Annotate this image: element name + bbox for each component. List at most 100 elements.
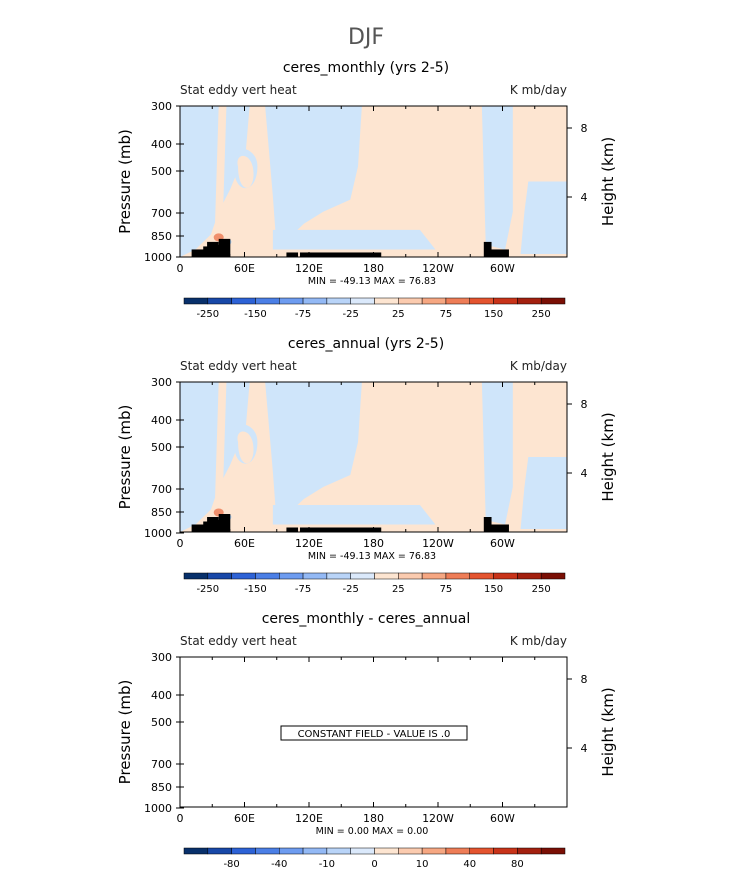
colorbar-swatch <box>493 297 518 305</box>
y-tick-label: 400 <box>151 414 172 427</box>
colorbar-swatch <box>302 572 328 580</box>
field <box>180 106 567 257</box>
colorbar-label: -75 <box>295 309 311 320</box>
topography-block-3 <box>207 517 219 532</box>
x-tick-label: 120W <box>422 812 454 825</box>
y-tick-label: 700 <box>151 207 172 220</box>
y-tick-label: 300 <box>151 100 172 113</box>
y-tick-label: 850 <box>151 781 172 794</box>
y-tick-label: 1000 <box>144 251 172 264</box>
constant-field-box <box>280 725 468 741</box>
topography-block-8 <box>299 252 382 257</box>
field <box>180 382 567 532</box>
colorbar-swatch <box>421 847 447 855</box>
colorbar-swatch <box>279 572 304 580</box>
y-right-tick-label: 8 <box>581 398 588 411</box>
x-tick-label: 60E <box>234 537 255 550</box>
topography-block-9 <box>483 241 492 257</box>
y-tick-label: 1000 <box>144 527 172 540</box>
positive-patch-1 <box>237 431 254 464</box>
colorbar: -80 -40 -10 0 10 40 80 <box>183 847 566 870</box>
x-tick-label: 120W <box>422 537 454 550</box>
colorbar-swatch <box>421 297 447 305</box>
y-right-tick-label: 4 <box>581 742 588 755</box>
x-tick-label: 120E <box>295 812 323 825</box>
panel-subtitle-left: Stat eddy vert heat <box>180 359 297 373</box>
colorbar-swatch <box>469 297 494 305</box>
y-axis-label: Pressure (mb) <box>116 129 134 234</box>
colorbar-label: 0 <box>371 859 377 870</box>
topography-block-5 <box>218 514 231 532</box>
colorbar-label: 250 <box>532 584 551 595</box>
topography-block-9 <box>483 517 492 532</box>
x-tick-label: 180 <box>363 537 384 550</box>
colorbar-label: 80 <box>511 859 524 870</box>
topography-block-8 <box>299 527 382 532</box>
y-tick-label: 850 <box>151 230 172 243</box>
topography-block-5 <box>218 238 231 257</box>
y-right-tick-label: 4 <box>581 191 588 204</box>
colorbar-swatch <box>326 572 351 580</box>
y-tick-label: 500 <box>151 716 172 729</box>
colorbar-swatch <box>540 847 566 855</box>
colorbar-label: -250 <box>196 584 219 595</box>
x-tick-label: 0 <box>177 537 184 550</box>
colorbar-label: 10 <box>416 859 429 870</box>
colorbar-swatch <box>350 847 375 855</box>
colorbar-swatch <box>183 847 209 855</box>
y-axis-label: Pressure (mb) <box>116 680 134 785</box>
y-tick-label: 400 <box>151 689 172 702</box>
negative-region-4 <box>272 229 436 250</box>
x-tick-label: 60W <box>490 262 515 275</box>
colorbar-swatch <box>183 572 209 580</box>
y-tick-label: 500 <box>151 441 172 454</box>
topography-block-1 <box>191 249 211 257</box>
negative-region-6 <box>520 457 567 529</box>
min-max-stats: MIN = 0.00 MAX = 0.00 <box>316 826 429 837</box>
x-tick-label: 0 <box>177 262 184 275</box>
colorbar-swatch <box>493 847 518 855</box>
y-tick-label: 400 <box>151 138 172 151</box>
topography-block-10 <box>489 249 509 257</box>
y-right-axis-label: Height (km) <box>599 412 617 501</box>
colorbar-swatch <box>445 572 470 580</box>
colorbar-swatch <box>374 847 399 855</box>
colorbar-swatch <box>231 847 256 855</box>
colorbar-label: -25 <box>343 309 359 320</box>
y-right-tick-label: 8 <box>581 673 588 686</box>
colorbar-swatch <box>279 847 304 855</box>
colorbar-swatch <box>207 847 232 855</box>
panel-title: ceres_monthly - ceres_annual <box>262 611 471 627</box>
y-tick-label: 500 <box>151 165 172 178</box>
panel-title: ceres_monthly (yrs 2-5) <box>283 60 449 76</box>
y-tick-label: 1000 <box>144 802 172 815</box>
y-right-tick-label: 8 <box>581 122 588 135</box>
x-tick-label: 180 <box>363 262 384 275</box>
min-max-stats: MIN = -49.13 MAX = 76.83 <box>308 551 436 562</box>
positive-patch-1 <box>237 155 254 188</box>
y-tick-label: 700 <box>151 483 172 496</box>
colorbar-swatch <box>183 297 209 305</box>
panel-subtitle-left: Stat eddy vert heat <box>180 634 297 648</box>
colorbar-swatch <box>517 847 542 855</box>
negative-region-6 <box>520 181 567 254</box>
colorbar-swatch <box>231 297 256 305</box>
topography-block-1 <box>191 524 211 532</box>
colorbar-swatch <box>302 847 328 855</box>
colorbar-label: 150 <box>484 309 503 320</box>
colorbar-label: 25 <box>392 584 405 595</box>
colorbar-swatch <box>255 847 280 855</box>
x-tick-label: 120W <box>422 262 454 275</box>
negative-region-4 <box>272 505 436 525</box>
colorbar-swatch <box>469 572 494 580</box>
colorbar-swatch <box>540 572 566 580</box>
y-tick-label: 850 <box>151 506 172 519</box>
colorbar: -250 -150 -75 -25 25 75 150 250 <box>183 297 566 320</box>
colorbar-swatch <box>350 297 375 305</box>
colorbar: -250 -150 -75 -25 25 75 150 250 <box>183 572 566 595</box>
colorbar-swatch <box>469 847 494 855</box>
negative-region-1 <box>180 382 250 532</box>
x-tick-label: 60E <box>234 812 255 825</box>
colorbar-swatch <box>374 572 399 580</box>
panel-units: K mb/day <box>510 634 567 648</box>
